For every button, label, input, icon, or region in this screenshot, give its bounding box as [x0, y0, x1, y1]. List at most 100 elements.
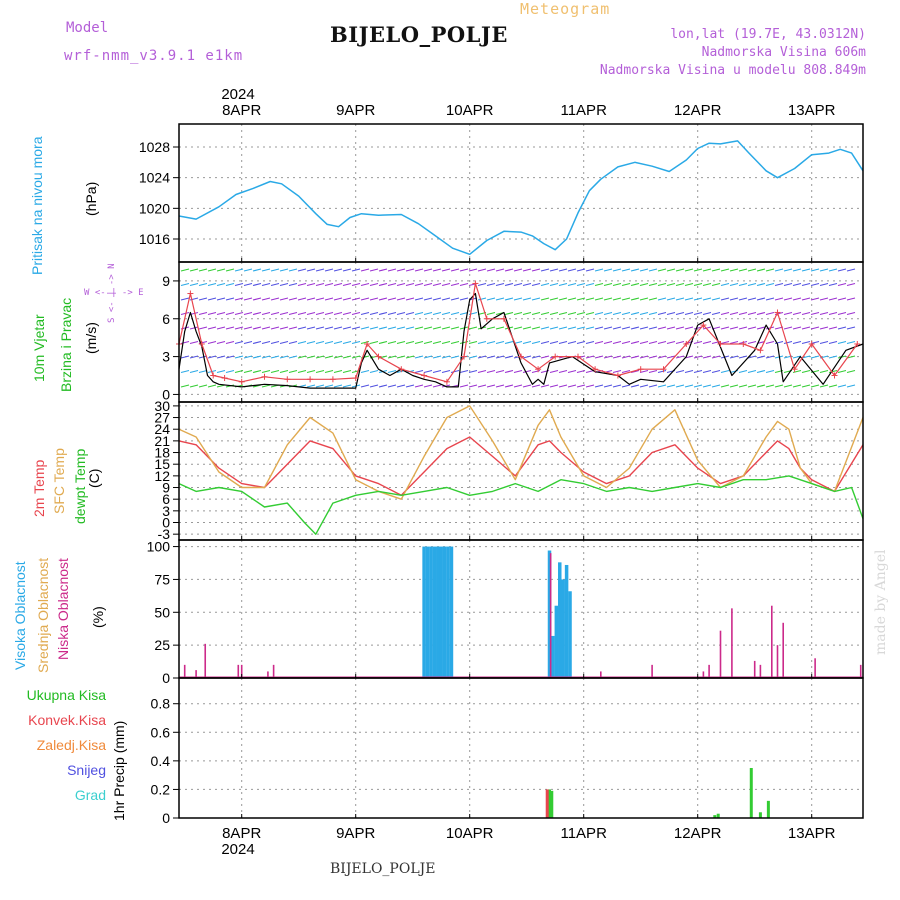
- wind-arrow: [810, 311, 820, 316]
- wind-arrow: [216, 326, 226, 330]
- wind-arrow: [684, 369, 694, 374]
- wind-arrow: [837, 268, 847, 272]
- wind-arrow: [441, 326, 451, 330]
- wind-arrow: [486, 297, 496, 301]
- wind-arrow: [585, 297, 595, 301]
- conv-precip-bar: [545, 789, 549, 818]
- wind-arrow: [810, 384, 820, 388]
- wind-arrow: [504, 355, 514, 359]
- low-cloud-bar: [814, 658, 816, 678]
- top-year-label: 2024: [221, 86, 254, 103]
- wind-arrow: [387, 326, 397, 330]
- wind-arrow: [549, 282, 559, 287]
- wind-arrow: [216, 369, 226, 374]
- wind-arrow: [837, 369, 847, 374]
- wind-arrow: [423, 282, 433, 287]
- wind-arrow: [288, 369, 298, 374]
- wind-arrow: [207, 326, 217, 330]
- wind-arrow: [684, 268, 694, 272]
- wind-arrow: [585, 340, 595, 345]
- wind-arrow: [765, 384, 775, 388]
- wind-arrow: [252, 340, 262, 345]
- wind-arrow: [378, 297, 388, 301]
- wind-arrow: [666, 282, 676, 287]
- wind-arrow: [594, 311, 604, 316]
- wind-arrow: [306, 297, 316, 301]
- wind-arrow: [414, 384, 424, 388]
- wind-arrow: [819, 340, 829, 345]
- wind-arrow: [504, 369, 514, 374]
- wind-arrow: [288, 340, 298, 345]
- wind-arrow: [324, 340, 334, 345]
- wind-arrow: [522, 282, 532, 287]
- wind-arrow: [594, 384, 604, 388]
- wind-arrow: [252, 355, 262, 359]
- wind-arrow: [621, 268, 631, 272]
- wind-arrow: [396, 297, 406, 301]
- wind-arrow: [594, 282, 604, 287]
- wind-arrow: [360, 369, 370, 374]
- wind-arrow: [720, 268, 730, 272]
- wind-arrow: [684, 311, 694, 316]
- wind-arrow: [486, 369, 496, 374]
- wind-arrow: [234, 369, 244, 374]
- wind-arrow: [720, 297, 730, 301]
- wind-arrow: [747, 282, 757, 287]
- wind-arrow: [693, 282, 703, 287]
- wind-arrow: [729, 355, 739, 359]
- wind-arrow: [225, 369, 235, 374]
- wind-arrow: [693, 355, 703, 359]
- wind-arrow: [810, 297, 820, 301]
- wind-arrow: [549, 297, 559, 301]
- wind-arrow: [315, 326, 325, 330]
- wind-arrow: [234, 297, 244, 301]
- pressure-ytick-label: 1028: [139, 139, 170, 155]
- wind-arrow: [612, 326, 622, 330]
- wind-arrow: [765, 297, 775, 301]
- wind-arrow: [216, 297, 226, 301]
- wind-arrow: [702, 326, 712, 330]
- wind-arrow: [729, 311, 739, 316]
- wind-arrow: [423, 268, 433, 272]
- wind-arrow: [423, 311, 433, 316]
- wind-arrow: [423, 355, 433, 359]
- model-label: Model: [66, 20, 109, 36]
- wind-arrow: [630, 355, 640, 359]
- elevation: Nadmorska Visina 606m: [701, 45, 866, 60]
- wind-arrow: [594, 355, 604, 359]
- wind-arrow: [675, 355, 685, 359]
- wind-arrow: [675, 282, 685, 287]
- wind-arrow: [630, 311, 640, 316]
- wind-arrow: [432, 326, 442, 330]
- wind-arrow: [810, 340, 820, 345]
- wind-arrow: [810, 369, 820, 374]
- wind-arrow: [783, 340, 793, 345]
- wind-arrow: [846, 297, 856, 301]
- wind-arrow: [819, 384, 829, 388]
- wind-arrow: [180, 355, 190, 359]
- wind-arrow: [621, 282, 631, 287]
- temp-ytick-label: -3: [158, 526, 171, 542]
- wind-arrow: [729, 384, 739, 388]
- wind-arrow: [630, 326, 640, 330]
- wind-arrow: [351, 326, 361, 330]
- wind-arrow: [657, 297, 667, 301]
- wind-arrow: [333, 355, 343, 359]
- high-cloud-bar: [442, 546, 447, 678]
- wind-arrow: [243, 282, 253, 287]
- wind-arrow: [504, 311, 514, 316]
- wind-arrow: [369, 282, 379, 287]
- wind-arrow: [837, 326, 847, 330]
- wind-arrow: [378, 340, 388, 345]
- wind-arrow: [846, 355, 856, 359]
- wind-arrow: [792, 326, 802, 330]
- wind-arrow: [513, 268, 523, 272]
- wind-arrow: [225, 268, 235, 272]
- wind-arrow: [612, 369, 622, 374]
- wind-arrow: [603, 340, 613, 345]
- wind-ytick-label: 6: [162, 311, 170, 327]
- wind-arrow: [612, 340, 622, 345]
- wind-arrow: [270, 355, 280, 359]
- wind-arrow: [783, 268, 793, 272]
- wind-arrow: [774, 297, 784, 301]
